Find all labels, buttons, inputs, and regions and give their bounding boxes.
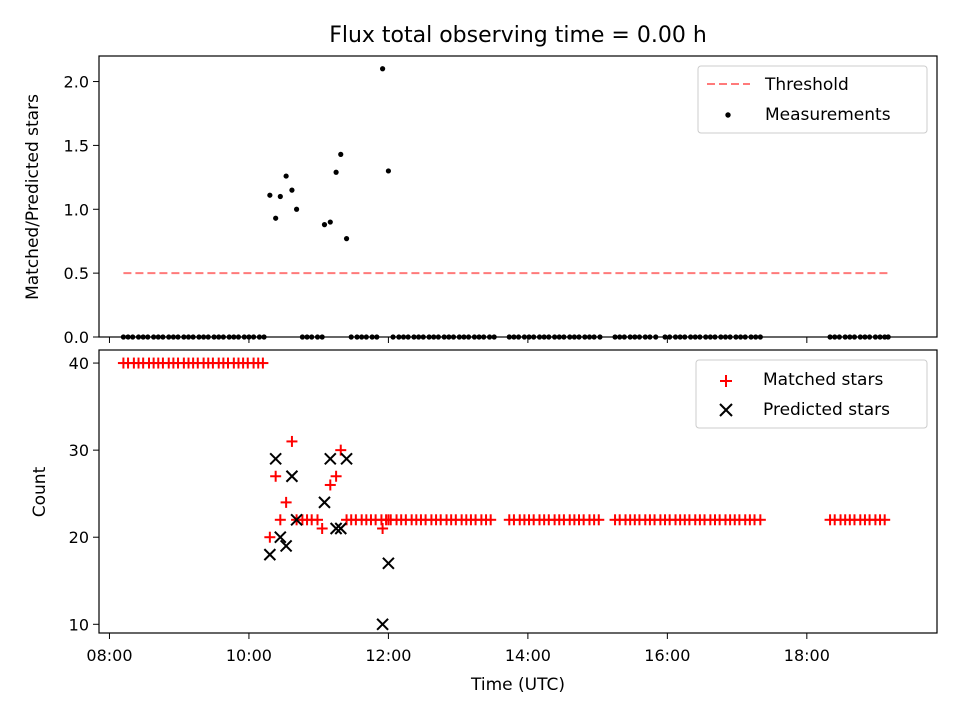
legend-matched-label: Matched stars bbox=[763, 370, 883, 390]
measurement-point bbox=[277, 193, 283, 200]
measurement-point bbox=[333, 169, 339, 175]
predicted-star-marker bbox=[324, 452, 337, 466]
y-tick-label: 2.0 bbox=[64, 73, 89, 92]
count-plot-frame bbox=[98, 349, 938, 634]
legend-predicted-label: Predicted stars bbox=[763, 400, 890, 420]
measurement-point bbox=[321, 222, 328, 228]
measurement-point bbox=[338, 151, 344, 157]
measurement-point bbox=[385, 168, 392, 174]
matched-star-marker bbox=[316, 523, 328, 535]
predicted-star-marker bbox=[290, 513, 303, 527]
matched-star-marker bbox=[264, 531, 276, 543]
measurement-point bbox=[289, 187, 295, 193]
legend-predicted-swatch bbox=[719, 403, 733, 417]
measurement-point bbox=[293, 206, 300, 212]
predicted-star-marker bbox=[285, 470, 299, 483]
predicted-star-marker bbox=[279, 539, 293, 553]
measurement-point bbox=[327, 219, 333, 225]
legend-matched-swatch bbox=[720, 375, 732, 387]
y-tick-label: 30 bbox=[69, 441, 89, 460]
y-axis-label: Matched/Predicted stars bbox=[23, 94, 43, 300]
matched-star-marker bbox=[754, 514, 766, 526]
legend-box bbox=[695, 359, 928, 429]
matched-star-marker bbox=[274, 514, 286, 526]
matched-star-marker bbox=[382, 514, 394, 526]
legend-box bbox=[697, 65, 928, 134]
predicted-star-marker bbox=[382, 557, 395, 570]
y-tick-label: 40 bbox=[69, 354, 89, 373]
x-tick-label: 08:00 bbox=[86, 646, 132, 665]
x-tick-label: 14:00 bbox=[505, 646, 551, 665]
y-tick-label: 0.5 bbox=[64, 264, 89, 283]
y-axis-label: Count bbox=[30, 466, 50, 517]
predicted-star-marker bbox=[269, 452, 282, 466]
measurement-point bbox=[273, 215, 279, 221]
matched-star-marker bbox=[377, 523, 389, 535]
matched-star-marker bbox=[312, 514, 324, 526]
y-tick-label: 0.0 bbox=[64, 328, 89, 347]
matched-star-marker bbox=[330, 470, 342, 482]
x-axis-label: Time (UTC) bbox=[470, 675, 565, 695]
predicted-star-marker bbox=[274, 531, 287, 544]
measurement-point bbox=[283, 173, 289, 179]
predicted-star-marker bbox=[318, 496, 331, 509]
x-tick-label: 18:00 bbox=[784, 646, 830, 665]
matched-star-marker bbox=[485, 514, 497, 526]
predicted-star-marker bbox=[376, 618, 389, 631]
legend: Threshold Measurements bbox=[697, 65, 928, 134]
matched-star-marker bbox=[593, 514, 605, 526]
x-tick-label: 16:00 bbox=[644, 646, 690, 665]
legend-measurements-label: Measurements bbox=[765, 105, 891, 125]
matched-star-marker bbox=[270, 470, 282, 482]
matched-star-marker bbox=[324, 479, 336, 491]
y-tick-label: 10 bbox=[69, 615, 89, 634]
chart-title: Flux total observing time = 0.00 h bbox=[329, 23, 707, 48]
y-tick-label: 1.0 bbox=[64, 200, 89, 219]
flux-ratio-panel: 0.00.51.01.52.0 Matched/Predicted stars … bbox=[23, 55, 938, 347]
y-tick-label: 1.5 bbox=[64, 136, 89, 155]
x-tick-label: 12:00 bbox=[365, 646, 411, 665]
legend: Matched stars Predicted stars bbox=[695, 359, 928, 429]
y-tick-label: 20 bbox=[69, 528, 89, 547]
measurement-point bbox=[267, 192, 273, 198]
matched-star-marker bbox=[879, 514, 891, 526]
legend-threshold-label: Threshold bbox=[764, 75, 849, 95]
predicted-star-marker bbox=[340, 452, 353, 466]
matched-star-marker bbox=[280, 496, 292, 508]
flux-plot-frame bbox=[98, 55, 938, 338]
measurement-point bbox=[343, 236, 350, 242]
legend-measurements-swatch bbox=[725, 112, 731, 118]
matched-star-marker bbox=[286, 435, 298, 447]
predicted-star-marker bbox=[334, 522, 347, 535]
measurement-point bbox=[379, 66, 386, 72]
predicted-star-marker bbox=[263, 548, 277, 561]
predicted-star-marker bbox=[329, 522, 343, 535]
matched-star-marker bbox=[257, 357, 269, 369]
x-tick-label: 10:00 bbox=[226, 646, 272, 665]
